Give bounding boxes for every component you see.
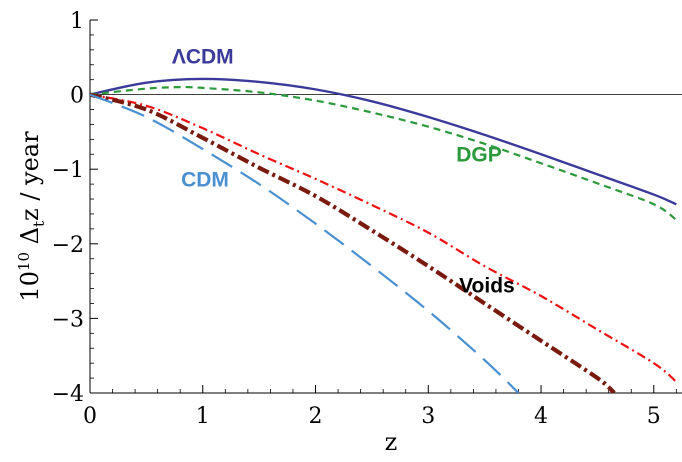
series-label-cdm: CDM [181,168,229,191]
x-tick-label: 4 [534,404,548,429]
y-tick-label: −4 [52,382,84,407]
x-axis-label: z [385,428,398,456]
series-line-voids [90,92,616,393]
y-tick-label: −2 [52,233,84,258]
series-label-lambda-cdm: ΛCDM [172,45,234,68]
series-line-dgp [90,85,678,221]
series-line-unlabeled-2 [90,93,678,383]
axes: 0 1 2 3 4 5 1 0 −1 −2 −3 −4 [52,9,682,429]
series-group [90,77,678,393]
series-label-dgp: DGP [456,144,502,167]
y-tick-label: 0 [70,84,84,109]
series-label-voids: Voids [459,274,515,297]
series-labels: ΛCDM DGP CDM Voids [172,45,515,297]
series-line-lambda-cdm [90,77,677,206]
y-tick-label: −1 [52,158,84,183]
x-tick-label: 1 [196,404,210,429]
x-tick-label: 0 [83,404,97,429]
series-line-cdm [90,93,520,393]
y-axis-label: 1010 Δtz / year [15,131,48,302]
x-tick-label: 3 [421,404,435,429]
x-tick-label: 5 [647,404,661,429]
y-tick-label: 1 [70,9,84,34]
x-tick-label: 2 [309,404,323,429]
y-tick-label: −3 [52,307,84,332]
